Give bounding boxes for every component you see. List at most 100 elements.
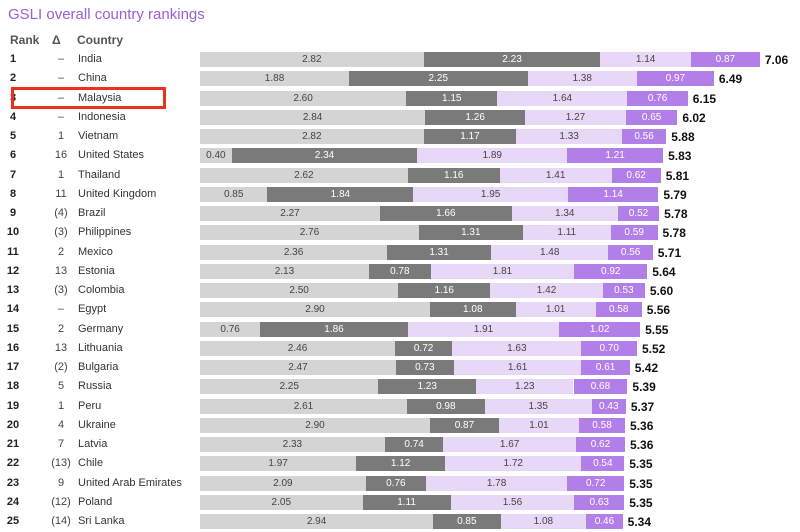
table-row: 19 1 Peru 2.61 0.98 1.35 0.43 5.37 [0, 397, 800, 416]
total-label: 5.34 [627, 515, 652, 529]
bar-segment-1: 2.76 [200, 225, 419, 241]
bar-segment-2: 0.76 [365, 475, 426, 491]
bar-segment-4: 0.53 [602, 283, 645, 298]
data-label: 1.63 [507, 342, 527, 354]
delta-cell: 5 [57, 380, 65, 393]
bar-segment-4: 0.58 [595, 302, 642, 318]
delta-cell: 13 [54, 341, 68, 354]
total-label: 5.78 [662, 226, 686, 241]
data-label: 1.66 [436, 208, 456, 219]
bar-segment-3: 1.33 [516, 129, 622, 144]
country-cell: Egypt [78, 303, 107, 316]
data-label: 1.15 [442, 92, 462, 104]
total-label: 5.55 [645, 322, 669, 337]
data-label: 2.46 [287, 342, 308, 354]
data-label: 0.58 [592, 419, 612, 431]
rank-cell: 5 [9, 130, 17, 142]
table-row: 22 (13) Chile 1.97 1.12 1.72 0.54 5.35 [0, 454, 800, 473]
rank-cell: 21 [6, 438, 20, 450]
bar-segment-3: 1.42 [490, 283, 603, 298]
table-row: 20 4 Ukraine 2.90 0.87 1.01 0.58 5.36 [0, 416, 800, 435]
bar-segment-1: 2.94 [200, 514, 434, 529]
data-label: 1.97 [268, 458, 288, 470]
delta-cell: 1 [57, 399, 65, 412]
bar-segment-4: 0.62 [611, 167, 661, 183]
rank-cell: 6 [9, 149, 17, 162]
rank-cell: 16 [6, 341, 20, 354]
bar-segment-1: 2.47 [200, 360, 396, 375]
bar-segment-3: 1.48 [491, 244, 609, 260]
table-row: 25 (14) Sri Lanka 2.94 0.85 1.08 0.46 5.34 [0, 512, 800, 531]
data-label: 0.76 [386, 477, 406, 489]
bar-segment-3: 1.91 [407, 321, 560, 337]
table-row: 4 – Indonesia 2.84 1.26 1.27 0.65 6.02 [0, 108, 800, 127]
bar-segment-2: 0.73 [395, 360, 454, 375]
data-label: 0.97 [665, 73, 686, 85]
delta-cell: – [57, 110, 65, 123]
bar-segment-2: 1.31 [418, 225, 523, 241]
bar-segment-2: 1.23 [378, 379, 476, 395]
data-label: 1.84 [330, 188, 351, 200]
delta-cell: (13) [51, 457, 71, 470]
data-label: 1.31 [429, 246, 449, 258]
bar-segment-3: 1.95 [413, 186, 568, 202]
bar-segment-4: 0.54 [581, 456, 625, 472]
table-row: 17 (2) Bulgaria 2.47 0.73 1.61 0.61 5.42 [0, 358, 800, 377]
country-cell: Thailand [78, 168, 121, 181]
data-label: 1.89 [482, 150, 502, 162]
data-label: 0.56 [620, 246, 641, 258]
country-cell: Latvia [78, 438, 108, 450]
delta-cell: (4) [54, 207, 68, 219]
table-row: 10 (3) Philippines 2.76 1.31 1.11 0.59 5.78 [0, 223, 800, 242]
delta-cell: (2) [54, 361, 68, 373]
bar-segment-3: 1.08 [500, 514, 587, 529]
bar-segment-3: 1.34 [511, 206, 618, 221]
chart-title: GSLI overall country rankings [8, 6, 205, 23]
delta-cell: 1 [57, 130, 65, 142]
data-label: 2.76 [299, 227, 320, 239]
data-label: 1.56 [502, 496, 523, 508]
bar-segment-1: 2.84 [200, 109, 426, 125]
bar-segment-1: 2.82 [200, 129, 424, 144]
bar-segment-4: 0.61 [581, 360, 630, 375]
rank-column-header: Rank [10, 33, 40, 47]
total-label: 5.71 [657, 245, 682, 260]
bar-segment-2: 2.34 [231, 148, 418, 164]
bar-segment-4: 0.97 [636, 71, 714, 87]
rank-cell: 18 [6, 380, 20, 393]
data-label: 1.64 [552, 92, 573, 104]
rank-cell: 23 [6, 476, 20, 489]
country-cell: United Arab Emirates [78, 476, 182, 489]
delta-cell: 7 [57, 438, 65, 450]
data-label: 2.90 [305, 419, 325, 431]
bar-segment-2: 1.11 [362, 494, 451, 510]
table-row: 16 13 Lithuania 2.46 0.72 1.63 0.70 5.52 [0, 339, 800, 358]
bar-segment-3: 1.78 [426, 475, 568, 491]
table-row: 15 2 Germany 0.76 1.86 1.91 1.02 5.55 [0, 320, 800, 339]
data-label: 0.65 [641, 111, 662, 123]
bar-segment-4: 0.92 [574, 263, 648, 279]
table-row: 13 (3) Colombia 2.50 1.16 1.42 0.53 5.60 [0, 281, 800, 300]
country-cell: Estonia [78, 264, 115, 277]
delta-cell: (3) [54, 284, 68, 296]
total-label: 5.39 [632, 380, 656, 395]
bar-segment-2: 0.87 [429, 417, 499, 433]
data-label: 1.23 [514, 381, 535, 393]
data-label: 1.91 [473, 323, 494, 335]
bar-segment-1: 2.61 [200, 398, 407, 414]
rank-cell: 17 [6, 361, 20, 373]
bar-segment-3: 1.38 [527, 71, 637, 87]
delta-cell: – [57, 72, 65, 85]
data-label: 0.54 [593, 458, 613, 470]
data-label: 1.11 [557, 227, 577, 239]
bar-segment-4: 0.65 [625, 109, 678, 125]
country-cell: Brazil [78, 207, 106, 219]
country-cell: Vietnam [78, 130, 119, 142]
data-label: 1.08 [463, 304, 483, 316]
rank-cell: 4 [9, 110, 17, 123]
data-label: 1.88 [264, 73, 285, 85]
bar-segment-4: 0.43 [591, 398, 626, 414]
total-label: 5.36 [630, 418, 654, 433]
data-label: 0.63 [589, 496, 609, 508]
data-label: 0.76 [220, 323, 240, 335]
